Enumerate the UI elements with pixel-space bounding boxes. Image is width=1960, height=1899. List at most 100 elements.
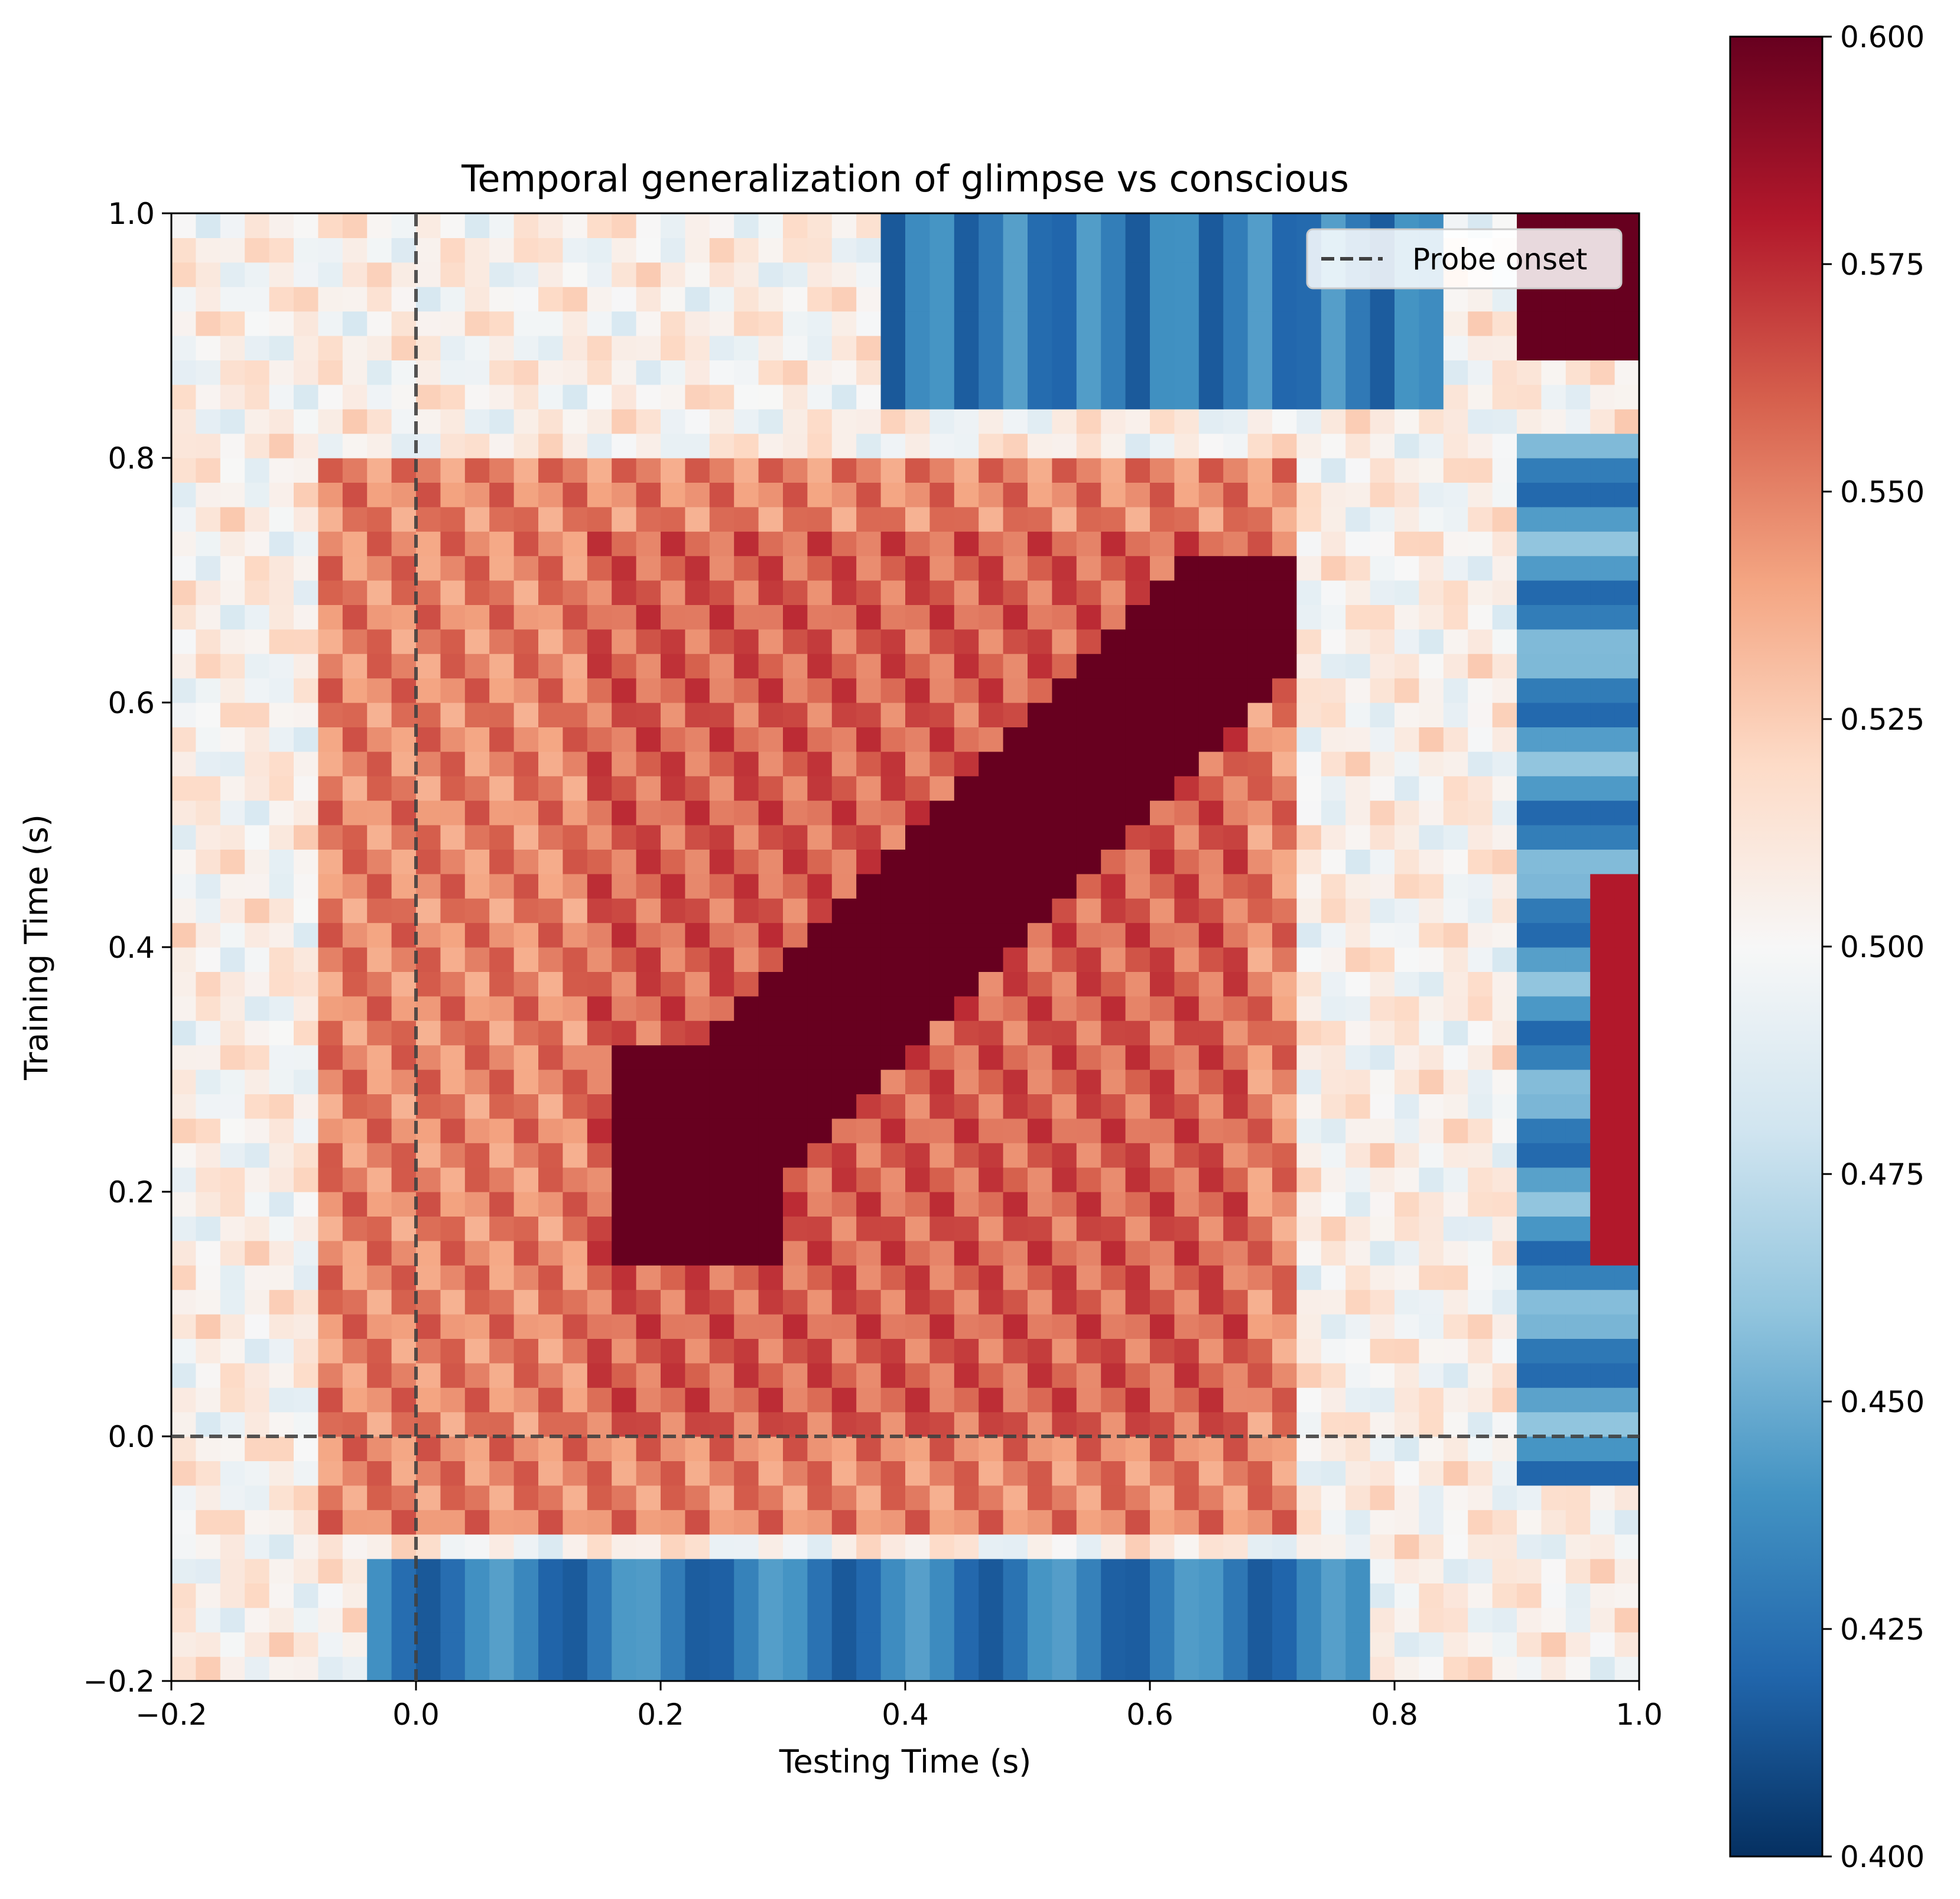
heatmap-cell [1614,1289,1639,1315]
heatmap-cell [367,727,392,752]
heatmap-cell [1174,1363,1200,1388]
heatmap-cell [1419,336,1444,360]
heatmap-cell [1247,1265,1273,1290]
heatmap-cell [1150,1045,1175,1070]
heatmap-cell [1345,1412,1371,1437]
heatmap-cell [1395,1118,1419,1143]
heatmap-cell [831,311,857,336]
heatmap-cell [440,580,466,605]
heatmap-cell [783,287,808,312]
heatmap-cell [905,1314,930,1339]
heatmap-cell [367,262,392,287]
heatmap-cell [1247,971,1273,997]
heatmap-cell [1492,1338,1517,1364]
heatmap-cell [685,311,710,336]
heatmap-cell [367,1216,392,1241]
heatmap-cell [220,1583,245,1608]
heatmap-cell [1174,1314,1200,1339]
heatmap-cell [1395,311,1419,336]
heatmap-cell [587,336,612,360]
heatmap-cell [685,653,710,679]
heatmap-cell [1101,1510,1126,1535]
heatmap-cell [1614,1412,1639,1437]
heatmap-cell [1345,604,1371,630]
heatmap-cell [1150,1192,1175,1217]
heatmap-cell [1395,433,1419,459]
heatmap-cell [1614,1094,1639,1119]
colorbar-tick-label: 0.450 [1840,1385,1925,1419]
heatmap-cell [758,1045,784,1070]
heatmap-cell [391,482,417,508]
heatmap-cell [1052,678,1077,703]
heatmap-cell [954,1118,979,1143]
heatmap-cell [734,360,759,385]
heatmap-cell [464,360,490,385]
heatmap-cell [416,751,441,776]
heatmap-cell [1223,555,1249,581]
heatmap-cell [1223,1143,1249,1168]
heatmap-cell [1198,1632,1224,1657]
heatmap-cell [979,555,1004,581]
heatmap-cell [1223,1020,1249,1046]
heatmap-cell [367,1265,392,1290]
heatmap-cell [171,1534,196,1559]
heatmap-cell [1247,580,1273,605]
reference-lines [171,213,1639,1681]
heatmap-cell [318,482,343,508]
heatmap-cell [1370,1314,1395,1339]
heatmap-cell [979,287,1004,312]
heatmap-cell [1174,922,1200,948]
heatmap-cell [929,1118,955,1143]
heatmap-cell [1101,506,1126,532]
heatmap-cell [1223,1559,1249,1583]
heatmap-cell [856,1632,882,1657]
heatmap-cell [685,1192,710,1217]
heatmap-cell [1247,1143,1273,1168]
heatmap-cell [685,1485,710,1510]
heatmap-cell [661,1656,685,1681]
heatmap-cell [685,1118,710,1143]
heatmap-cell [1296,1167,1322,1192]
heatmap-cell [538,531,563,557]
heatmap-cell [440,360,466,385]
heatmap-cell [367,1167,392,1192]
heatmap-cell [196,727,221,752]
heatmap-cell [1003,1656,1028,1681]
heatmap-cell [318,433,343,459]
heatmap-cell [513,825,539,850]
heatmap-cell [563,384,588,409]
heatmap-cell [342,287,368,312]
heatmap-cell [783,873,808,899]
heatmap-cell [391,653,417,679]
heatmap-cell [171,1094,196,1119]
heatmap-cell [661,1485,685,1510]
heatmap-cell [1076,1632,1101,1657]
heatmap-cell [979,604,1004,630]
heatmap-cell [538,727,563,752]
heatmap-cell [1492,531,1517,557]
heatmap-cell [807,1583,833,1608]
heatmap-cell [1003,1240,1028,1266]
heatmap-cell [758,825,784,850]
heatmap-cell [661,1338,685,1364]
heatmap-cell [1125,996,1150,1021]
heatmap-cell [734,996,759,1021]
heatmap-cell [220,1314,245,1339]
heatmap-cell [1541,922,1566,948]
heatmap-cell [489,703,515,727]
heatmap-cell [563,458,588,483]
heatmap-cell [1125,947,1150,972]
heatmap-cell [1223,971,1249,997]
heatmap-cell [269,898,294,924]
heatmap-cell [245,825,270,850]
heatmap-cell [1125,849,1150,874]
heatmap-cell [294,1387,318,1413]
heatmap-cell [734,409,759,434]
heatmap-cell [220,849,245,874]
heatmap-cell [709,1045,734,1070]
heatmap-cell [464,1461,490,1486]
heatmap-cell [1223,1118,1249,1143]
heatmap-cell [220,947,245,972]
heatmap-cell [929,1289,955,1315]
heatmap-cell [1076,1143,1101,1168]
